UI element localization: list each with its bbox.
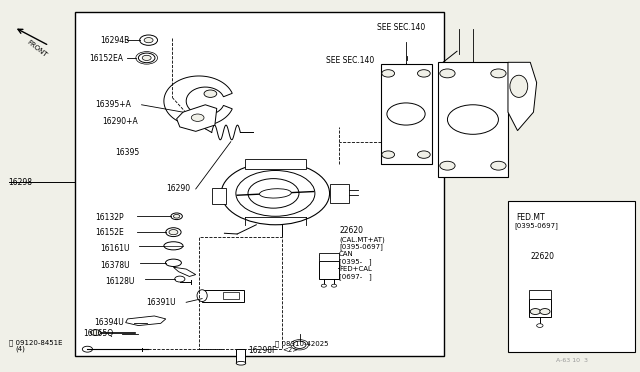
Text: FED.MT: FED.MT bbox=[516, 213, 545, 222]
Text: 16128U: 16128U bbox=[105, 278, 134, 286]
Circle shape bbox=[417, 151, 430, 158]
Circle shape bbox=[140, 35, 157, 45]
Circle shape bbox=[382, 70, 394, 77]
Circle shape bbox=[204, 90, 217, 97]
Text: 16132P: 16132P bbox=[96, 213, 124, 222]
Ellipse shape bbox=[236, 361, 246, 365]
Bar bbox=[245, 159, 306, 169]
Circle shape bbox=[236, 170, 315, 216]
Circle shape bbox=[221, 162, 330, 225]
Text: Ⓜ 08310-42025: Ⓜ 08310-42025 bbox=[275, 341, 329, 347]
Text: 16298F: 16298F bbox=[248, 346, 277, 355]
Circle shape bbox=[417, 70, 430, 77]
Text: A-63 10  3: A-63 10 3 bbox=[556, 358, 588, 363]
Bar bbox=[236, 349, 246, 363]
Bar bbox=[319, 261, 339, 279]
Text: 22620: 22620 bbox=[339, 226, 363, 235]
Text: 16391U: 16391U bbox=[147, 298, 176, 307]
Circle shape bbox=[491, 69, 506, 78]
Ellipse shape bbox=[166, 259, 181, 266]
Ellipse shape bbox=[510, 75, 528, 97]
Text: FRONT: FRONT bbox=[26, 39, 47, 58]
Circle shape bbox=[144, 38, 153, 43]
Bar bbox=[199, 237, 282, 349]
Text: 22620: 22620 bbox=[531, 251, 554, 261]
Circle shape bbox=[540, 309, 550, 314]
Text: (CAL.MT+AT): (CAL.MT+AT) bbox=[339, 236, 385, 243]
Polygon shape bbox=[173, 267, 196, 276]
Circle shape bbox=[332, 284, 337, 287]
Text: 16378U: 16378U bbox=[100, 261, 130, 270]
Bar bbox=[508, 201, 636, 352]
Text: 16152EA: 16152EA bbox=[90, 54, 124, 63]
Bar bbox=[319, 253, 339, 261]
Bar bbox=[330, 184, 349, 203]
Circle shape bbox=[531, 309, 540, 314]
Polygon shape bbox=[508, 62, 537, 131]
Bar bbox=[75, 13, 444, 356]
Text: 16065Q: 16065Q bbox=[83, 329, 113, 338]
Text: [0697-   ]: [0697- ] bbox=[339, 273, 372, 280]
Text: 16394U: 16394U bbox=[94, 318, 124, 327]
Bar bbox=[529, 291, 551, 299]
Bar bbox=[529, 299, 551, 317]
Ellipse shape bbox=[164, 242, 183, 250]
Text: 16161U: 16161U bbox=[100, 244, 130, 253]
Circle shape bbox=[248, 179, 299, 208]
Ellipse shape bbox=[197, 290, 207, 302]
Circle shape bbox=[321, 284, 326, 287]
Text: [0395-0697]: [0395-0697] bbox=[515, 222, 558, 229]
Circle shape bbox=[382, 151, 394, 158]
Circle shape bbox=[171, 213, 182, 219]
Text: SEE SEC.140: SEE SEC.140 bbox=[326, 56, 374, 65]
Circle shape bbox=[169, 230, 178, 235]
Circle shape bbox=[440, 161, 455, 170]
Circle shape bbox=[138, 53, 155, 62]
Circle shape bbox=[387, 103, 425, 125]
Circle shape bbox=[142, 55, 151, 61]
Text: 16294B: 16294B bbox=[100, 36, 129, 45]
Bar bbox=[223, 292, 239, 299]
Circle shape bbox=[491, 161, 506, 170]
Polygon shape bbox=[177, 105, 217, 131]
Text: 16290: 16290 bbox=[166, 185, 190, 193]
Circle shape bbox=[91, 330, 100, 336]
Circle shape bbox=[191, 114, 204, 121]
Text: 16152E: 16152E bbox=[96, 228, 124, 237]
Circle shape bbox=[293, 341, 306, 349]
Text: (4): (4) bbox=[15, 346, 26, 352]
Ellipse shape bbox=[259, 189, 291, 198]
Text: FED+CAL: FED+CAL bbox=[339, 266, 372, 272]
Circle shape bbox=[173, 214, 180, 218]
Circle shape bbox=[537, 324, 543, 327]
Circle shape bbox=[166, 228, 181, 237]
Text: CAN: CAN bbox=[339, 251, 354, 257]
Text: 16395: 16395 bbox=[115, 148, 139, 157]
Circle shape bbox=[447, 105, 499, 134]
Text: [0395-   ]: [0395- ] bbox=[339, 258, 372, 265]
Text: 16290+A: 16290+A bbox=[102, 117, 138, 126]
Text: [0395-0697]: [0395-0697] bbox=[339, 244, 383, 250]
Text: 16395+A: 16395+A bbox=[96, 100, 132, 109]
Text: 16298: 16298 bbox=[8, 178, 32, 187]
Bar bbox=[438, 62, 508, 177]
Text: <2>: <2> bbox=[282, 347, 298, 353]
Circle shape bbox=[440, 69, 455, 78]
Polygon shape bbox=[164, 76, 232, 126]
Circle shape bbox=[175, 276, 185, 282]
Circle shape bbox=[83, 346, 93, 352]
Bar bbox=[212, 188, 226, 205]
Text: SEE SEC.140: SEE SEC.140 bbox=[378, 23, 426, 32]
Bar bbox=[202, 290, 244, 302]
Bar bbox=[381, 64, 431, 164]
Polygon shape bbox=[125, 316, 166, 326]
Text: Ⓑ 09120-8451E: Ⓑ 09120-8451E bbox=[9, 340, 63, 346]
